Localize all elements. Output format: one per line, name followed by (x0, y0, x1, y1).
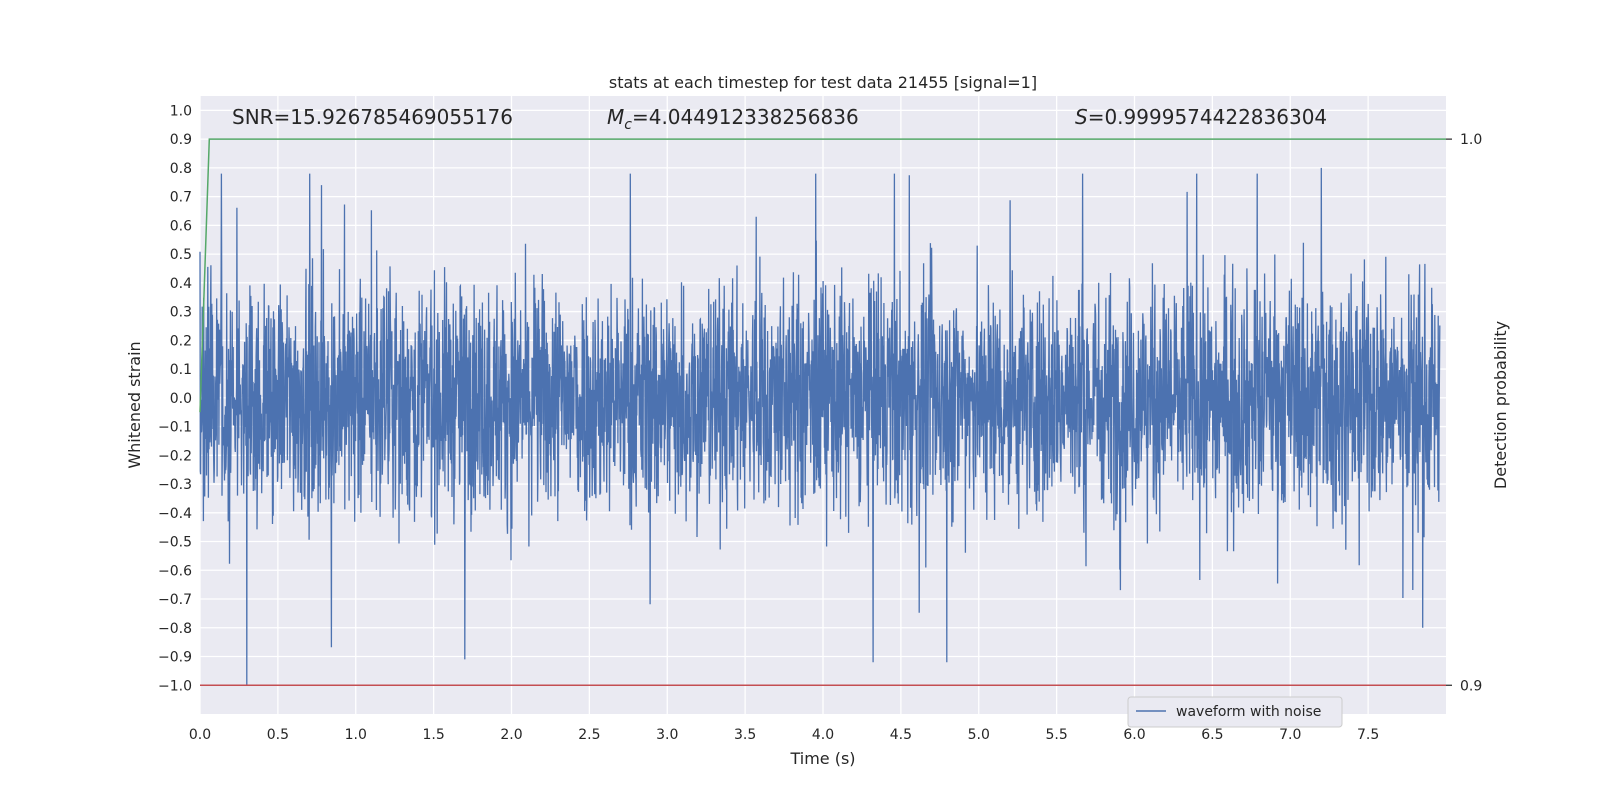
x-tick-label: 3.5 (734, 727, 756, 743)
y-tick-label: −0.4 (158, 506, 192, 522)
legend: waveform with noise (1127, 696, 1343, 728)
y-tick-label: −0.6 (158, 563, 192, 579)
x-tick-labels: 0.0 0.5 1.0 1.5 2.0 2.5 3.0 3.5 4.0 4.5 5.0 5.5 6.0 6… (189, 727, 1379, 743)
y-tick-label: 0.5 (170, 247, 192, 263)
x-tick-label: 0.5 (267, 727, 289, 743)
y2-axis-label: Detection probability (1491, 321, 1510, 489)
y-tick-label: −0.5 (158, 535, 192, 551)
y-tick-label: 0.1 (170, 362, 192, 378)
y-tick-label: −1.0 (158, 678, 192, 694)
legend-box (1127, 696, 1343, 728)
y-tick-label: 1.0 (170, 103, 192, 119)
y-tick-label: −0.9 (158, 650, 192, 666)
x-tick-label: 6.5 (1201, 727, 1223, 743)
y-tick-label: 0.7 (170, 190, 192, 206)
y-tick-label: 0.8 (170, 161, 192, 177)
x-tick-label: 5.0 (968, 727, 990, 743)
x-axis-label: Time (s) (789, 749, 855, 768)
x-tick-label: 4.0 (812, 727, 834, 743)
y2-tick-label: 1.0 (1460, 132, 1482, 148)
y-tick-label: −0.7 (158, 592, 192, 608)
x-tick-label: 4.5 (890, 727, 912, 743)
chirp-mass-annotation: Mc=4.044912338256836 (607, 105, 859, 133)
x-tick-label: 2.5 (578, 727, 600, 743)
y-tick-label: 0.2 (170, 333, 192, 349)
x-tick-label: 6.0 (1123, 727, 1145, 743)
y-tick-label: 0.4 (170, 276, 192, 292)
x-tick-label: 0.0 (189, 727, 211, 743)
x-tick-label: 1.0 (345, 727, 367, 743)
s-statistic-annotation: S=0.9999574422836304 (1075, 105, 1327, 129)
y-tick-label: −0.8 (158, 621, 192, 637)
x-tick-label: 1.5 (422, 727, 444, 743)
y-axis-label: Whitened strain (125, 341, 144, 468)
chart-title: stats at each timestep for test data 214… (609, 73, 1037, 92)
y-tick-label: 0.9 (170, 132, 192, 148)
x-tick-label: 5.5 (1045, 727, 1067, 743)
y-tick-label: 0.3 (170, 305, 192, 321)
series-line-detection-probability (199, 138, 1446, 413)
legend-label: waveform with noise (1176, 704, 1321, 720)
y-tick-label: −0.3 (158, 477, 192, 493)
series-layer (199, 138, 1446, 687)
y-tick-labels: 1.0 0.9 0.8 0.7 0.6 0.5 0.4 0.3 0.2 0.1 0.0 −0.1 −0.… (158, 103, 192, 694)
x-tick-label: 2.0 (500, 727, 522, 743)
x-tick-label: 7.5 (1357, 727, 1379, 743)
y-tick-label: 0.6 (170, 218, 192, 234)
y2-tick-label: 0.9 (1460, 678, 1482, 694)
y2-tick-labels: 1.0 0.9 (1446, 132, 1482, 694)
x-tick-label: 7.0 (1279, 727, 1301, 743)
y-tick-label: 0.0 (170, 391, 192, 407)
y-tick-label: −0.2 (158, 448, 192, 464)
y-tick-label: −0.1 (158, 420, 192, 436)
series-line-waveform-with-noise (199, 167, 1441, 686)
snr-annotation: SNR=15.926785469055176 (232, 105, 513, 129)
x-tick-label: 3.0 (656, 727, 678, 743)
